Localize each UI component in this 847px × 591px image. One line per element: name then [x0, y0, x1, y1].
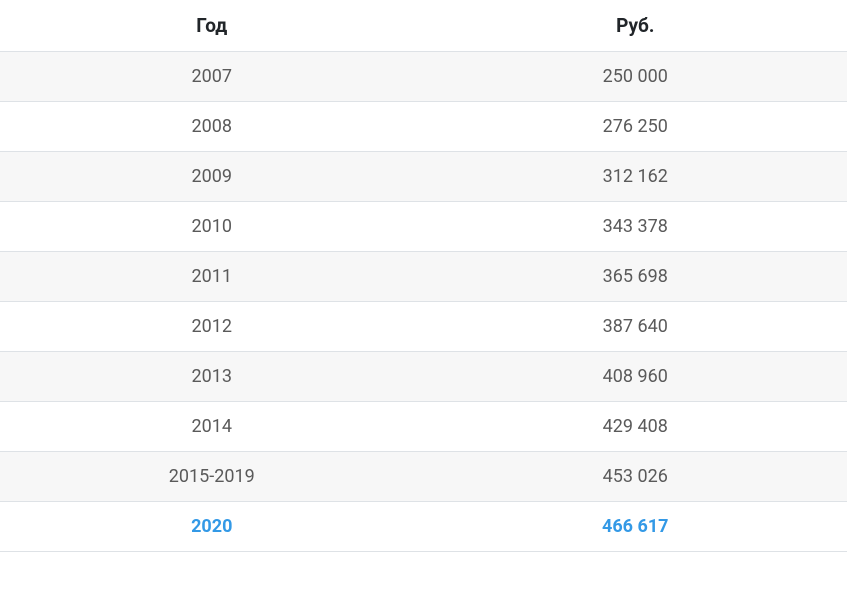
cell-rub: 387 640: [424, 302, 847, 352]
cell-rub: 466 617: [424, 502, 847, 552]
table-row-highlight: 2020 466 617: [0, 502, 847, 552]
table-row: 2013 408 960: [0, 352, 847, 402]
cell-year: 2010: [0, 202, 424, 252]
cell-rub: 312 162: [424, 152, 847, 202]
table-row: 2015-2019 453 026: [0, 452, 847, 502]
cell-year: 2014: [0, 402, 424, 452]
cell-year: 2007: [0, 52, 424, 102]
cell-year: 2020: [0, 502, 424, 552]
cell-rub: 408 960: [424, 352, 847, 402]
table-row: 2014 429 408: [0, 402, 847, 452]
table-row: 2009 312 162: [0, 152, 847, 202]
table-body: 2007 250 000 2008 276 250 2009 312 162 2…: [0, 52, 847, 552]
table-row: 2012 387 640: [0, 302, 847, 352]
table-header-row: Год Руб.: [0, 0, 847, 52]
cell-rub: 453 026: [424, 452, 847, 502]
table-row: 2008 276 250: [0, 102, 847, 152]
cell-rub: 429 408: [424, 402, 847, 452]
cell-rub: 250 000: [424, 52, 847, 102]
cell-year: 2012: [0, 302, 424, 352]
cell-rub: 343 378: [424, 202, 847, 252]
column-header-rub: Руб.: [424, 0, 847, 52]
cell-year: 2011: [0, 252, 424, 302]
table-row: 2011 365 698: [0, 252, 847, 302]
data-table: Год Руб. 2007 250 000 2008 276 250 2009 …: [0, 0, 847, 552]
cell-rub: 365 698: [424, 252, 847, 302]
table-row: 2007 250 000: [0, 52, 847, 102]
cell-rub: 276 250: [424, 102, 847, 152]
column-header-year: Год: [0, 0, 424, 52]
table-row: 2010 343 378: [0, 202, 847, 252]
cell-year: 2008: [0, 102, 424, 152]
cell-year: 2009: [0, 152, 424, 202]
cell-year: 2013: [0, 352, 424, 402]
cell-year: 2015-2019: [0, 452, 424, 502]
